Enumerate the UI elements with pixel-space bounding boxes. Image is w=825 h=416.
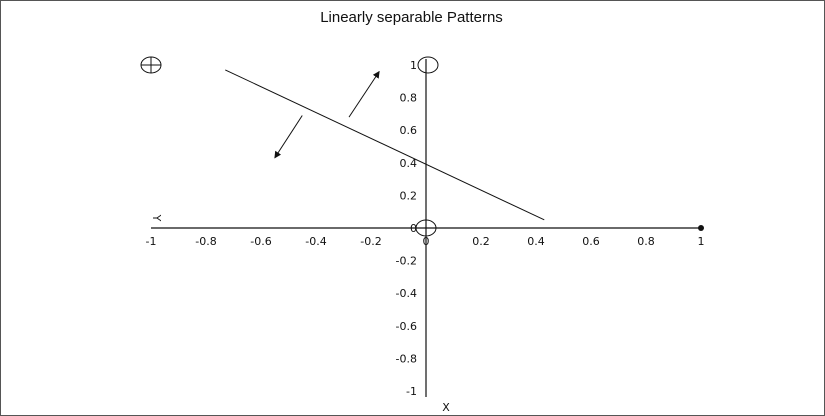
x-tick-label: 0 — [423, 235, 430, 248]
y-tick-label: -0.8 — [396, 352, 417, 365]
x-tick-label: 1 — [698, 235, 705, 248]
pattern-point-circle-plus — [415, 219, 437, 237]
y-tick-label: 0.6 — [400, 124, 418, 137]
x-axis-label: X — [442, 401, 450, 414]
y-tick-label: -0.6 — [396, 320, 417, 333]
y-axis-label: Y — [150, 214, 163, 222]
y-tick-label: 0.8 — [400, 92, 418, 105]
x-tick-label: -1 — [146, 235, 157, 248]
y-tick-label: 0 — [410, 222, 417, 235]
pattern-point-circle-plus — [140, 56, 162, 74]
y-tick-label: -0.2 — [396, 255, 417, 268]
x-tick-label: 0.4 — [527, 235, 545, 248]
pattern-point-dot — [698, 225, 704, 231]
x-tick-label: -0.6 — [250, 235, 271, 248]
direction-arrow — [274, 115, 303, 159]
direction-arrow — [348, 70, 380, 118]
x-tick-label: -0.8 — [195, 235, 216, 248]
x-tick-label: 0.2 — [472, 235, 490, 248]
y-tick-label: 0.4 — [400, 157, 418, 170]
chart-title: Linearly separable Patterns — [320, 9, 503, 26]
pattern-point-circle — [417, 56, 439, 74]
y-tick-label: -0.4 — [396, 287, 417, 300]
decision-boundary-line — [225, 69, 545, 221]
x-tick-label: -0.4 — [305, 235, 326, 248]
y-tick-label: -1 — [406, 385, 417, 398]
y-tick-label: 1 — [410, 59, 417, 72]
y-tick-label: 0.2 — [400, 189, 418, 202]
x-tick-label: 0.8 — [637, 235, 655, 248]
x-tick-label: 0.6 — [582, 235, 600, 248]
x-tick-label: -0.2 — [360, 235, 381, 248]
